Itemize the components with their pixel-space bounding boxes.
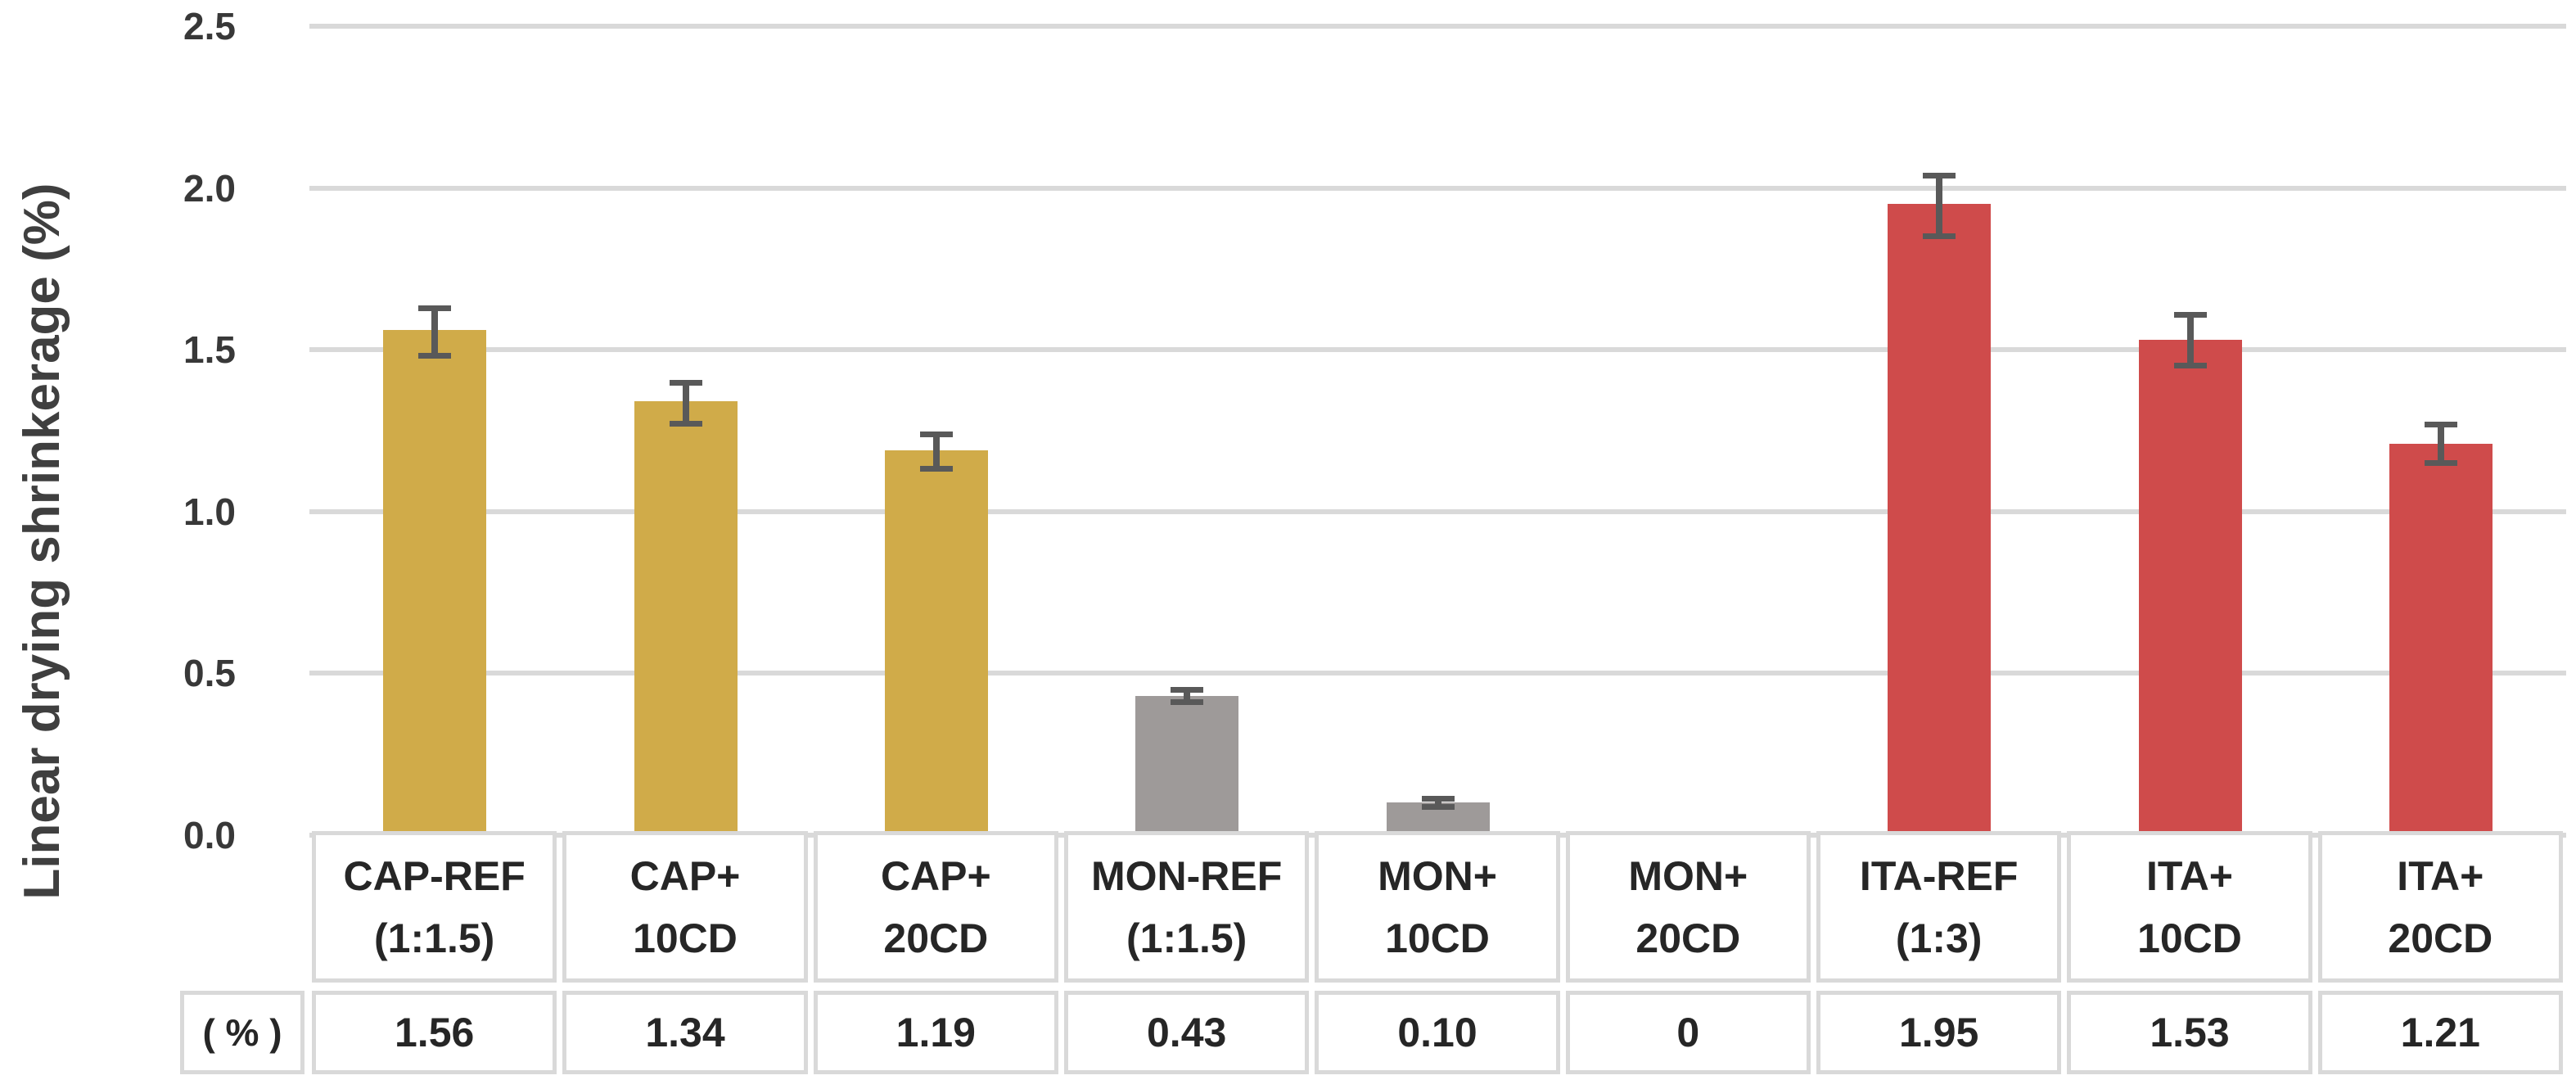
y-tick-label-0.5: 0.5	[183, 652, 236, 695]
error-bar-top-cap-mon-ref-1-1-5	[1171, 687, 1204, 694]
gridline-1.5	[309, 347, 2566, 353]
value-label: 1.19	[896, 1010, 976, 1055]
category-label-line2: 20CD	[883, 915, 989, 961]
category-label-line1: CAP+	[880, 852, 991, 899]
error-bar-top-cap-mon-10cd	[1421, 795, 1455, 802]
category-label-line1: MON-REF	[1091, 852, 1283, 899]
table-header-cell-mon-20cd: MON+ 20CD	[1565, 831, 1811, 983]
error-bar-stem-ita-20cd	[2437, 424, 2444, 463]
y-tick-label-2.0: 2.0	[183, 166, 236, 210]
gridline-0.5	[309, 671, 2566, 676]
table-value-cell-ita-ref-1-3: 1.95	[1816, 991, 2062, 1074]
gridline-1.0	[309, 508, 2566, 514]
category-label-line1: ITA+	[2397, 852, 2484, 899]
table-header-cell-ita-10cd: ITA+ 10CD	[2067, 831, 2312, 983]
table-header-cell-mon-ref-1-1-5: MON-REF (1:1.5)	[1064, 831, 1310, 983]
category-label-line2: (1:1.5)	[1126, 915, 1247, 961]
category-label-line2: 10CD	[1385, 915, 1490, 961]
gridline-2.5	[309, 24, 2566, 29]
y-tick-label-2.5: 2.5	[183, 5, 236, 47]
value-label: 0.10	[1397, 1010, 1477, 1055]
error-bar-top-cap-ita-ref-1-3	[1923, 172, 1956, 178]
error-bar-bottom-cap-cap-10cd	[669, 421, 702, 427]
table-header-cell-ita-20cd: ITA+ 20CD	[2317, 831, 2563, 983]
value-label: 1.95	[1899, 1010, 1979, 1055]
value-label: 1.56	[395, 1010, 475, 1055]
bar-ita-20cd	[2389, 443, 2493, 837]
bar-ita-10cd	[2138, 340, 2242, 837]
table-value-cell-cap-ref-1-1-5: 1.56	[312, 991, 557, 1074]
bar-cap-ref-1-1-5	[383, 330, 487, 837]
error-bar-bottom-cap-ita-ref-1-3	[1923, 233, 1956, 239]
category-label-line1: ITA-REF	[1859, 852, 2019, 899]
error-bar-top-cap-ita-10cd	[2173, 311, 2207, 318]
table-value-cell-mon-10cd: 0.10	[1315, 991, 1560, 1074]
table-header-cell-mon-10cd: MON+ 10CD	[1315, 831, 1560, 983]
error-bar-bottom-cap-mon-10cd	[1421, 804, 1455, 811]
table-row-label: ( % )	[202, 1011, 282, 1054]
category-label-line1: CAP-REF	[343, 852, 526, 899]
category-label-line2: 10CD	[2137, 915, 2242, 961]
category-label-line2: 20CD	[1635, 915, 1741, 961]
error-bar-bottom-cap-cap-ref-1-1-5	[418, 353, 452, 359]
error-bar-top-cap-cap-10cd	[669, 379, 702, 386]
gridline-2.0	[309, 185, 2566, 191]
value-label: 0	[1676, 1010, 1700, 1055]
table-value-cell-cap-10cd: 1.34	[562, 991, 808, 1074]
table-value-cell-ita-20cd: 1.21	[2317, 991, 2563, 1074]
category-label-line2: (1:3)	[1895, 915, 1983, 961]
y-axis-title: Linear drying shrinkerage (%)	[14, 183, 70, 900]
error-bar-top-cap-cap-ref-1-1-5	[418, 305, 452, 311]
error-bar-stem-ita-10cd	[2186, 314, 2194, 366]
table-header-cell-cap-20cd: CAP+ 20CD	[813, 831, 1058, 983]
error-bar-stem-mon-ref-1-1-5	[1184, 689, 1191, 703]
table-header-cell-cap-10cd: CAP+ 10CD	[562, 831, 808, 983]
bar-mon-ref-1-1-5	[1135, 696, 1239, 837]
bar-cap-20cd	[884, 450, 988, 837]
value-label: 1.21	[2400, 1010, 2480, 1055]
error-bar-bottom-cap-cap-20cd	[919, 466, 953, 472]
bar-ita-ref-1-3	[1888, 204, 1992, 837]
category-label-line1: MON+	[1628, 852, 1748, 899]
category-label-line2: 20CD	[2388, 915, 2493, 961]
error-bar-stem-cap-10cd	[682, 382, 689, 425]
data-table: ( % ) CAP-REF (1:1.5) 1.56 CAP+ 10CD 1.34 CAP+ 2…	[180, 831, 2566, 1074]
y-tick-label-1.0: 1.0	[183, 490, 236, 533]
value-label: 1.34	[645, 1010, 725, 1055]
error-bar-stem-cap-20cd	[932, 433, 940, 470]
category-label-line1: MON+	[1378, 852, 1497, 899]
error-bar-stem-mon-10cd	[1434, 798, 1441, 808]
error-bar-bottom-cap-mon-ref-1-1-5	[1171, 698, 1204, 705]
table-header-cell-cap-ref-1-1-5: CAP-REF (1:1.5)	[312, 831, 557, 983]
value-label: 1.53	[2150, 1010, 2230, 1055]
table-value-cell-cap-20cd: 1.19	[813, 991, 1058, 1074]
category-label-line1: CAP+	[629, 852, 741, 899]
value-label: 0.43	[1147, 1010, 1227, 1055]
table-value-cell-mon-20cd: 0	[1565, 991, 1811, 1074]
table-value-cell-mon-ref-1-1-5: 0.43	[1064, 991, 1310, 1074]
table-value-cell-ita-10cd: 1.53	[2067, 991, 2312, 1074]
error-bar-bottom-cap-ita-20cd	[2424, 459, 2457, 466]
error-bar-stem-ita-ref-1-3	[1936, 174, 1943, 237]
error-bar-bottom-cap-ita-10cd	[2173, 362, 2207, 368]
table-row-label-cell: ( % )	[180, 991, 305, 1074]
bar-cap-10cd	[634, 401, 738, 837]
y-tick-label-0.0: 0.0	[183, 814, 236, 856]
category-label-line2: (1:1.5)	[374, 915, 495, 961]
table-header-cell-ita-ref-1-3: ITA-REF (1:3)	[1816, 831, 2062, 983]
category-label-line1: ITA+	[2145, 852, 2233, 899]
category-label-line2: 10CD	[633, 915, 738, 961]
error-bar-top-cap-cap-20cd	[919, 431, 953, 437]
error-bar-stem-cap-ref-1-1-5	[431, 307, 439, 357]
error-bar-top-cap-ita-20cd	[2424, 422, 2457, 428]
y-tick-label-1.5: 1.5	[183, 328, 236, 372]
